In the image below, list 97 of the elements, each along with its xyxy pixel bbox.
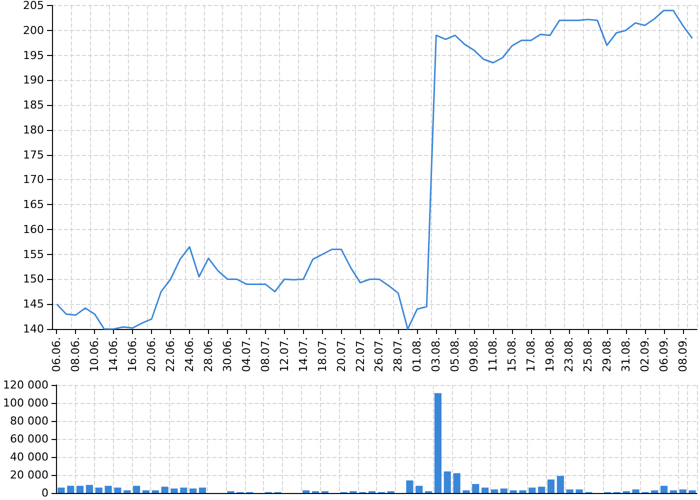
x-tick-label: 06.06.	[50, 337, 64, 372]
y-tick-label: 200	[23, 24, 44, 37]
x-tick-label: 18.07.	[316, 337, 329, 372]
y-tick-label: 100 000	[2, 396, 48, 410]
bar	[500, 488, 508, 493]
x-tick-label: 28.06.	[202, 337, 216, 372]
line-series	[56, 10, 694, 330]
y-tick-label: 60 000	[10, 432, 48, 446]
x-tick-label: 08.07.	[258, 337, 272, 372]
x-tick-label: 05.08.	[448, 337, 462, 372]
y-tick-label: 175	[23, 148, 44, 162]
x-tick-label: 11.08.	[486, 337, 500, 372]
x-tick-label: 02.09.	[638, 337, 652, 372]
bar	[114, 488, 122, 493]
bar	[180, 488, 188, 493]
x-tick-label: 01.08.	[410, 337, 424, 372]
x-tick-label: 14.07.	[296, 337, 310, 372]
y-tick-label: 160	[23, 222, 44, 236]
bar	[462, 490, 470, 493]
y-tick-label: 180	[23, 123, 44, 136]
x-tick-label: 10.06.	[88, 337, 102, 372]
x-tick-label: 08.09.	[676, 337, 690, 372]
x-tick-label: 19.08.	[543, 337, 556, 372]
x-tick-label: 20.06.	[145, 337, 158, 372]
bar	[688, 490, 696, 493]
x-tick-label: 08.06.	[69, 337, 82, 372]
bar	[124, 490, 131, 493]
bar	[566, 489, 574, 493]
x-tick-label: 26.07.	[372, 337, 386, 372]
bar	[142, 490, 150, 493]
bar	[67, 486, 74, 493]
bar	[453, 473, 460, 493]
bar	[133, 486, 140, 493]
bar	[434, 393, 442, 493]
y-tick-label: 140	[23, 322, 44, 336]
x-tick-label: 16.06.	[126, 337, 140, 372]
bar	[651, 490, 658, 493]
bar	[670, 490, 677, 493]
x-tick-label: 09.08.	[468, 337, 481, 372]
bar	[482, 488, 489, 493]
x-tick-label: 12.07.	[278, 337, 291, 372]
y-tick-label: 40 000	[10, 450, 48, 464]
x-tick-label: 29.08.	[600, 337, 614, 372]
x-tick-label: 03.08.	[430, 337, 443, 372]
bar	[679, 489, 686, 493]
x-tick-label: 17.08.	[524, 337, 538, 372]
bar	[170, 488, 178, 493]
bar	[95, 488, 102, 493]
y-tick-label: 145	[23, 298, 44, 311]
bar	[58, 488, 65, 493]
bar	[161, 486, 168, 493]
bar	[416, 486, 423, 493]
bar	[660, 486, 668, 493]
bar	[510, 490, 517, 493]
x-tick-label: 06.09.	[657, 337, 670, 372]
x-tick-label: 23.08.	[562, 337, 576, 372]
y-tick-label: 150	[23, 272, 44, 286]
x-tick-label: 14.06.	[107, 337, 120, 372]
y-tick-label: 120 000	[2, 378, 48, 392]
x-tick-label: 20.07.	[334, 337, 348, 372]
bar	[528, 488, 536, 493]
y-tick-label: 165	[23, 198, 44, 212]
bar	[547, 480, 555, 493]
bar	[406, 480, 414, 493]
x-tick-label: 22.06.	[164, 337, 178, 372]
x-tick-label: 30.06.	[220, 337, 234, 372]
bar	[86, 484, 93, 493]
x-tick-label: 24.06.	[183, 337, 196, 372]
bar	[632, 489, 640, 493]
bar	[472, 484, 480, 493]
bar	[104, 486, 112, 493]
y-tick-label: 20 000	[10, 468, 48, 482]
bar	[190, 488, 197, 493]
y-tick-label: 80 000	[10, 414, 48, 428]
bar	[198, 488, 206, 493]
y-tick-label: 205	[23, 0, 44, 12]
y-tick-label: 0	[41, 486, 48, 500]
bar	[152, 490, 159, 493]
y-tick-label: 190	[23, 74, 44, 87]
y-tick-label: 170	[23, 173, 44, 186]
x-tick-label: 25.08.	[581, 337, 594, 372]
bar	[444, 471, 451, 493]
y-tick-label: 195	[23, 48, 44, 62]
y-tick-label: 155	[23, 248, 44, 261]
bar	[576, 489, 583, 493]
x-tick-label: 22.07.	[354, 337, 367, 372]
bar	[556, 476, 564, 493]
x-tick-label: 31.08.	[619, 337, 632, 372]
y-tick-label: 185	[23, 98, 44, 112]
bar	[538, 486, 546, 493]
bar	[76, 486, 84, 493]
x-tick-label: 15.08.	[506, 337, 519, 372]
x-tick-label: 04.07.	[240, 337, 253, 372]
bar	[302, 490, 310, 493]
bar	[519, 490, 526, 493]
x-tick-label: 28.07.	[392, 337, 405, 372]
bar	[490, 489, 498, 493]
